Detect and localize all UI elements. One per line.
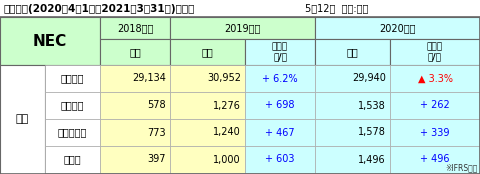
Text: + 698: + 698 xyxy=(265,101,295,110)
Bar xyxy=(170,65,245,92)
Bar xyxy=(245,39,315,65)
Text: 29,940: 29,940 xyxy=(352,73,386,84)
Text: 対前期
比/差: 対前期 比/差 xyxy=(272,42,288,62)
Text: ※IFRS基準: ※IFRS基準 xyxy=(445,163,478,172)
Bar xyxy=(45,65,100,92)
Text: + 603: + 603 xyxy=(265,155,295,164)
Text: 578: 578 xyxy=(147,101,166,110)
Bar xyxy=(315,39,390,65)
Bar xyxy=(390,92,480,119)
Text: 営業利益: 営業利益 xyxy=(61,101,84,110)
Text: 1,000: 1,000 xyxy=(214,155,241,164)
Text: 29,134: 29,134 xyxy=(132,73,166,84)
Text: + 339: + 339 xyxy=(420,128,450,137)
Bar xyxy=(315,65,390,92)
Bar xyxy=(315,119,390,146)
Bar xyxy=(170,92,245,119)
Bar xyxy=(245,65,315,92)
Bar xyxy=(100,17,170,39)
Text: 2020年度: 2020年度 xyxy=(379,23,416,33)
Text: 通期: 通期 xyxy=(202,47,214,57)
Bar xyxy=(45,119,100,146)
Text: 合計: 合計 xyxy=(16,114,29,125)
Bar xyxy=(0,17,100,65)
Text: + 496: + 496 xyxy=(420,155,450,164)
Text: 対前期
比/差: 対前期 比/差 xyxy=(427,42,443,62)
Text: 1,496: 1,496 xyxy=(359,155,386,164)
Text: 純利益: 純利益 xyxy=(64,155,81,164)
Bar xyxy=(0,0,480,17)
Text: 通期決算(2020年4月1日～2021年3月31日)の推移: 通期決算(2020年4月1日～2021年3月31日)の推移 xyxy=(3,3,194,14)
Bar xyxy=(100,39,170,65)
Text: 1,276: 1,276 xyxy=(213,101,241,110)
Bar xyxy=(100,119,170,146)
Text: 773: 773 xyxy=(147,128,166,137)
Text: 397: 397 xyxy=(147,155,166,164)
Bar xyxy=(390,65,480,92)
Bar xyxy=(170,17,315,39)
Bar xyxy=(170,39,245,65)
Text: 30,952: 30,952 xyxy=(207,73,241,84)
Bar xyxy=(100,92,170,119)
Text: ▲ 3.3%: ▲ 3.3% xyxy=(418,73,453,84)
Text: 売上収益: 売上収益 xyxy=(61,73,84,84)
Text: + 467: + 467 xyxy=(265,128,295,137)
Bar xyxy=(315,146,390,173)
Bar xyxy=(390,39,480,65)
Text: 1,578: 1,578 xyxy=(358,128,386,137)
Text: + 262: + 262 xyxy=(420,101,450,110)
Text: 税引前利益: 税引前利益 xyxy=(58,128,87,137)
Text: 2018年度: 2018年度 xyxy=(117,23,153,33)
Text: 通期: 通期 xyxy=(347,47,359,57)
Bar xyxy=(245,92,315,119)
Bar xyxy=(315,92,390,119)
Text: 1,538: 1,538 xyxy=(358,101,386,110)
Bar xyxy=(390,119,480,146)
Bar xyxy=(0,65,45,174)
Bar xyxy=(315,17,480,39)
Text: + 6.2%: + 6.2% xyxy=(262,73,298,84)
Bar xyxy=(170,146,245,173)
Bar xyxy=(245,146,315,173)
Text: 通期: 通期 xyxy=(129,47,141,57)
Text: 5月12日  単位:億円: 5月12日 単位:億円 xyxy=(305,3,368,14)
Bar xyxy=(390,146,480,173)
Text: 2019年度: 2019年度 xyxy=(224,23,261,33)
Bar xyxy=(45,146,100,173)
Text: 1,240: 1,240 xyxy=(213,128,241,137)
Bar xyxy=(100,65,170,92)
Text: NEC: NEC xyxy=(33,34,67,49)
Bar xyxy=(45,92,100,119)
Bar xyxy=(245,119,315,146)
Bar xyxy=(170,119,245,146)
Bar xyxy=(100,146,170,173)
